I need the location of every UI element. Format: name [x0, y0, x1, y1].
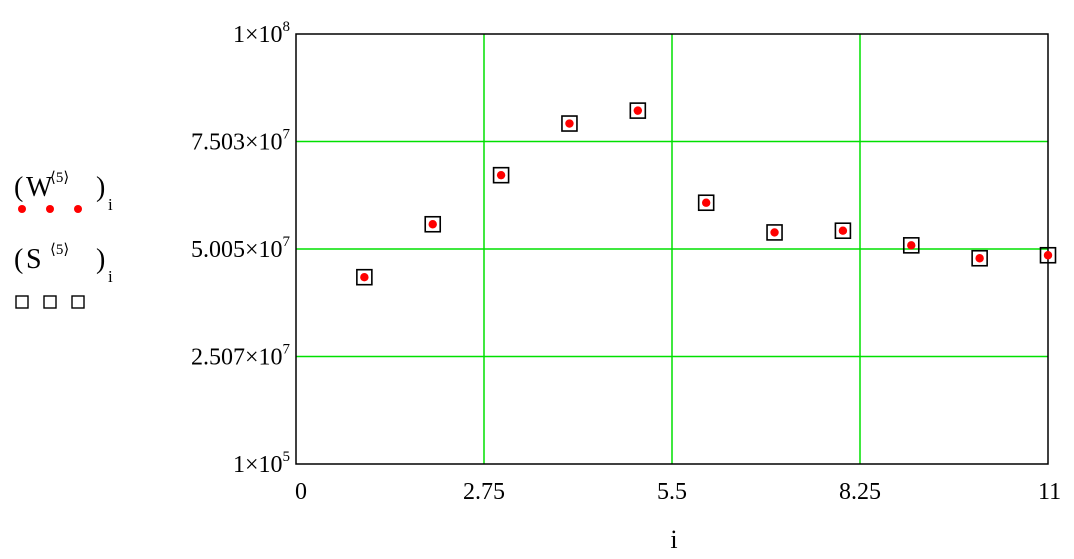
dot-marker [907, 241, 916, 250]
dot-marker [633, 106, 643, 115]
legend-variable: S [26, 244, 42, 275]
legend-dot-marker [18, 205, 26, 213]
legend-paren-right: ) [96, 244, 105, 275]
grid-lines [296, 34, 1048, 464]
dot-marker [428, 220, 437, 229]
legend-dot-marker [46, 205, 54, 213]
legend-paren-left: ( [14, 172, 23, 203]
x-tick-label: 0 [295, 479, 307, 505]
svg-text:1×105: 1×105 [233, 449, 290, 478]
y-tick-label: 1×108 [233, 19, 290, 48]
legend: (W⟨5⟩)i(S ⟨5⟩)i [14, 170, 113, 309]
legend-superscript: ⟨5⟩ [50, 170, 69, 186]
square-marker [834, 222, 852, 240]
svg-text:7.503×107: 7.503×107 [191, 126, 291, 155]
square-marker [1039, 246, 1057, 264]
x-tick-label: 8.25 [839, 479, 881, 505]
legend-square-marker [43, 295, 57, 309]
square-marker [356, 268, 373, 286]
svg-text:2.507×107: 2.507×107 [191, 342, 291, 371]
x-tick-label: 11 [1038, 479, 1061, 505]
square-marker [561, 115, 578, 132]
square-marker [766, 224, 783, 241]
x-tick-label: 5.5 [657, 479, 687, 505]
square-marker [492, 166, 510, 184]
x-axis-label: i [670, 525, 677, 554]
legend-subscript: i [108, 195, 113, 214]
legend-paren-right: ) [96, 172, 105, 203]
x-tick-labels: 0 2.75 5.5 8.25 11 [295, 479, 1061, 505]
square-marker [424, 215, 442, 233]
legend-paren-left: ( [14, 244, 23, 275]
dot-marker [496, 170, 506, 180]
svg-text:5.005×107: 5.005×107 [191, 234, 291, 263]
legend-square-marker [15, 295, 29, 309]
legend-dot-marker [74, 205, 82, 213]
square-marker [902, 237, 920, 254]
plot-frame [295, 33, 1049, 465]
y-tick-label: 2.507×107 [191, 342, 291, 371]
y-tick-label: 5.005×107 [191, 234, 291, 263]
y-tick-label: 7.503×107 [191, 126, 291, 155]
legend-entry: (S ⟨5⟩)i [14, 242, 113, 309]
y-tick-label: 1×105 [233, 449, 290, 478]
dot-marker [1043, 251, 1053, 260]
y-tick-labels: 1×105 2.507×107 5.005×107 7.503×107 1×108 [191, 19, 291, 478]
square-marker [971, 249, 988, 267]
dot-marker [770, 228, 779, 237]
dot-marker [360, 272, 369, 282]
data-markers [356, 102, 1057, 286]
svg-text:1×108: 1×108 [233, 19, 290, 48]
legend-superscript: ⟨5⟩ [50, 242, 69, 258]
legend-subscript: i [108, 267, 113, 286]
dot-marker [838, 226, 848, 235]
legend-variable: W [26, 172, 53, 203]
x-tick-label: 2.75 [463, 479, 505, 505]
legend-square-marker [71, 295, 85, 309]
dot-marker [565, 119, 574, 128]
dot-marker [701, 198, 711, 207]
dot-marker [975, 254, 984, 263]
square-marker [697, 194, 715, 212]
square-marker [629, 102, 647, 119]
legend-entry: (W⟨5⟩)i [14, 170, 113, 214]
